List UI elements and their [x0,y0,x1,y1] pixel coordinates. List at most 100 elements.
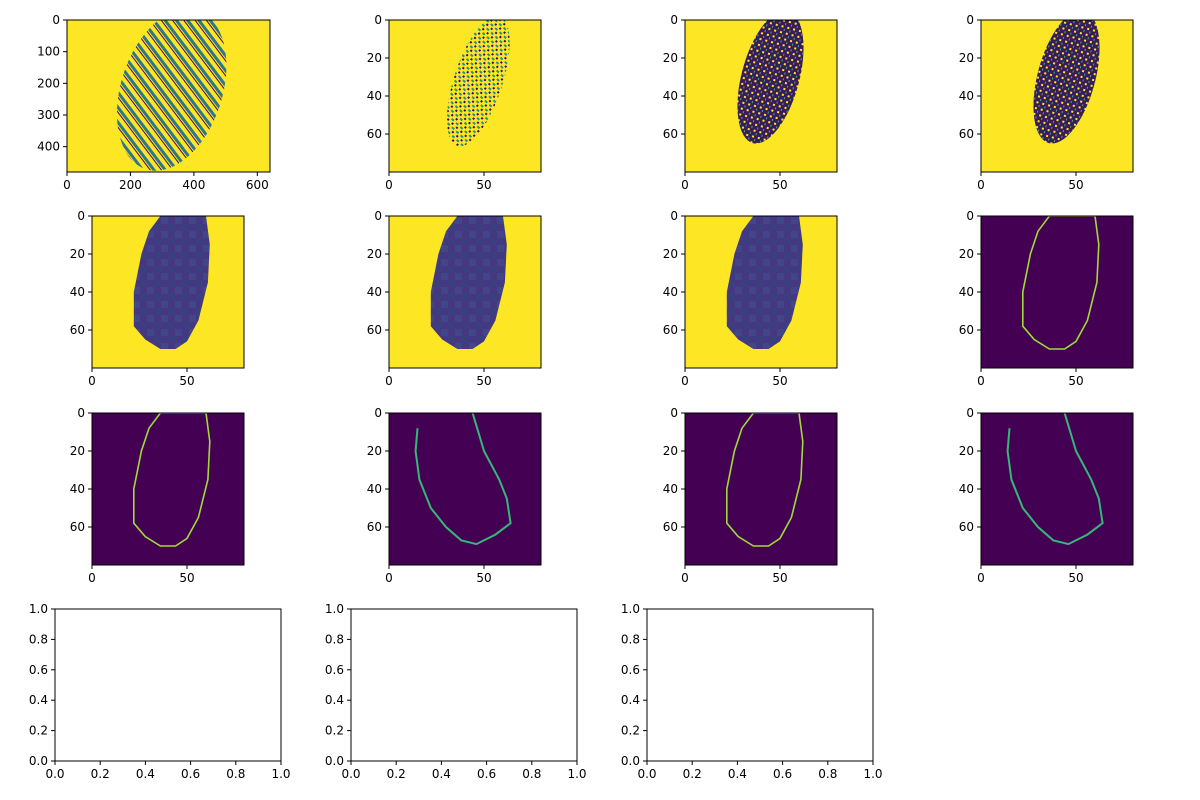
y-tick-label: 60 [959,323,974,337]
y-tick-label: 0.8 [621,632,640,646]
panel-blob-contour-2: 0 50 0 20 40 60 [70,406,245,585]
y-tick-label: 40 [663,482,678,496]
y-tick-label: 200 [37,76,60,90]
axes-frame [54,608,282,762]
y-tick-label: 0.0 [325,754,344,768]
x-tick-label: 0.2 [683,767,702,781]
y-tick-label: 0.6 [29,663,48,677]
panel-image [389,216,541,368]
y-tick-label: 40 [70,482,85,496]
y-tick-label: 1.0 [621,602,640,616]
y-tick-label: 60 [663,520,678,534]
fingerprint-shape [446,20,510,147]
x-tick-label: 0.6 [181,767,200,781]
y-tick-label: 20 [367,51,382,65]
panel-image [981,413,1133,565]
y-tick-label: 60 [367,520,382,534]
y-tick-label: 0 [374,209,382,223]
x-tick-label: 50 [179,571,194,585]
contour-line [414,413,512,546]
y-tick-label: 60 [959,520,974,534]
panel-blob-smoothed-3: 0 50 0 20 40 60 [663,209,838,388]
y-tick-label: 40 [663,285,678,299]
panel-blob-contour-rotated-1: 0 50 0 20 40 60 [367,406,542,585]
y-tick-label: 0 [670,406,678,420]
y-tick-label: 40 [959,285,974,299]
y-tick-label: 20 [663,247,678,261]
panel-empty-axes-3: 0.0 0.2 0.4 0.6 0.8 1.0 0.0 0.2 0.4 0.6 0.8 1.0 [621,602,883,781]
panel-image [981,216,1133,368]
y-tick-label: 0.6 [621,663,640,677]
x-tick-label: 0.6 [477,767,496,781]
y-tick-label: 0 [374,406,382,420]
x-tick-label: 0.8 [818,767,837,781]
y-tick-label: 20 [959,51,974,65]
x-tick-label: 0.8 [226,767,245,781]
x-tick-label: 50 [1068,178,1083,192]
panel-blob-contour-1: 0 50 0 20 40 60 [959,209,1134,388]
x-tick-label: 0 [385,178,393,192]
panel-image [389,20,541,172]
panel-empty-axes-1: 0.0 0.2 0.4 0.6 0.8 1.0 0.0 0.2 0.4 0.6 0.8 1.0 [29,602,291,781]
y-tick-label: 100 [37,45,60,59]
x-tick-label: 0 [385,571,393,585]
x-tick-label: 0.0 [45,767,64,781]
x-tick-label: 0 [681,571,689,585]
x-tick-label: 0 [88,374,96,388]
fingerprint-shape [116,20,227,171]
x-tick-label: 400 [182,178,205,192]
x-tick-label: 0.4 [136,767,155,781]
y-tick-label: 0 [670,209,678,223]
x-tick-label: 600 [246,178,269,192]
x-tick-label: 50 [772,571,787,585]
y-tick-label: 20 [663,51,678,65]
y-tick-label: 0 [966,13,974,27]
panel-image [685,216,837,368]
panel-image [685,20,837,172]
y-tick-label: 40 [959,482,974,496]
contour-line [726,413,804,547]
blob-shape [430,216,507,349]
x-tick-label: 0 [88,571,96,585]
x-tick-label: 50 [476,571,491,585]
panel-image [92,216,244,368]
x-tick-label: 200 [119,178,142,192]
x-tick-label: 0 [977,571,985,585]
contour-line [1006,413,1104,546]
image-background [389,413,541,565]
x-tick-label: 0.0 [341,767,360,781]
y-tick-label: 20 [70,247,85,261]
panel-image [92,413,244,565]
panel-fingerprint-raw: 0 200 400 600 0 100 200 300 400 [37,13,271,192]
panel-fingerprint-dark-mask: 0 50 0 20 40 60 [663,13,838,192]
y-tick-label: 0.4 [325,693,344,707]
panel-blob-smoothed-2: 0 50 0 20 40 60 [367,209,542,388]
y-tick-label: 0.0 [621,754,640,768]
y-tick-label: 0 [966,406,974,420]
y-tick-label: 0.6 [325,663,344,677]
x-tick-label: 50 [1068,571,1083,585]
y-tick-label: 0 [77,406,85,420]
axes-frame [646,608,874,762]
image-background [92,413,244,565]
blob-shape [726,216,803,349]
x-tick-label: 50 [772,178,787,192]
blob-shape [133,216,210,349]
fingerprint-shape [1033,20,1100,144]
x-tick-label: 1.0 [271,767,290,781]
y-tick-label: 300 [37,108,60,122]
y-tick-label: 400 [37,140,60,154]
panel-image [67,20,270,172]
axes-frame [66,19,271,173]
y-tick-label: 60 [70,520,85,534]
y-tick-label: 20 [663,444,678,458]
y-tick-label: 60 [663,127,678,141]
y-tick-label: 60 [70,323,85,337]
contour-line [133,413,211,547]
panel-image [981,20,1133,172]
panel-blob-contour-3: 0 50 0 20 40 60 [663,406,838,585]
y-tick-label: 0.8 [325,632,344,646]
x-tick-label: 1.0 [863,767,882,781]
x-tick-label: 1.0 [567,767,586,781]
